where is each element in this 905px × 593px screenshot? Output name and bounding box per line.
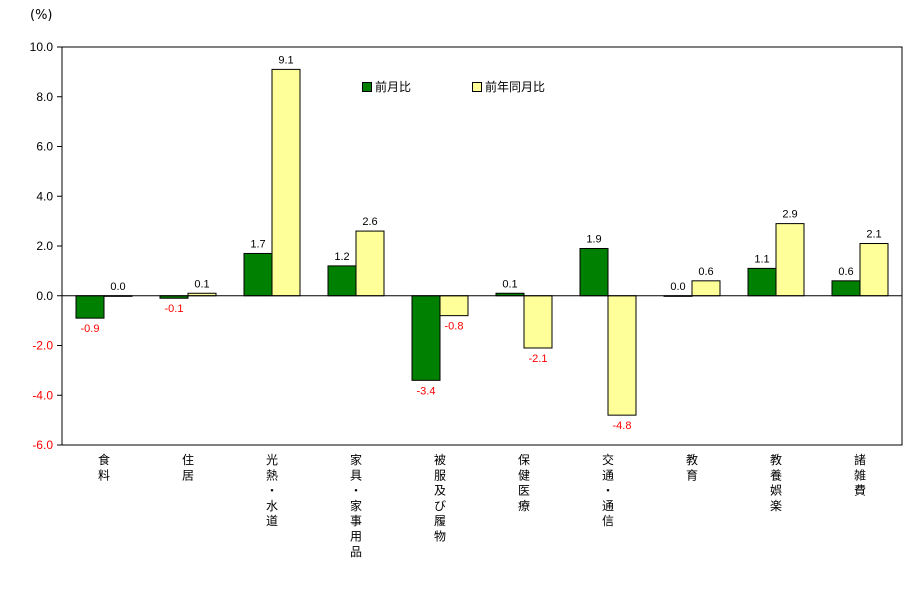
data-label-yoy: 2.1 (866, 229, 881, 241)
data-label-mom: -0.1 (165, 303, 184, 315)
bar-yoy (439, 295, 469, 317)
data-label-yoy: -2.1 (529, 353, 548, 365)
y-tick-label: -6.0 (32, 438, 53, 452)
bar-yoy (691, 280, 721, 297)
bar-mom (327, 265, 357, 297)
data-label-yoy: 2.9 (782, 209, 797, 221)
x-tick-label: 教育 (686, 452, 698, 482)
y-unit-label: (%) (30, 8, 53, 23)
legend-label-yoy: 前年同月比 (485, 80, 546, 94)
data-label-mom: 0.0 (670, 281, 685, 293)
y-tick-label: 6.0 (36, 140, 53, 154)
y-tick-label: 2.0 (36, 239, 53, 253)
bar-mom (243, 252, 273, 297)
data-label-yoy: 2.6 (362, 216, 377, 228)
legend-swatch-yoy (472, 81, 482, 92)
x-tick-label: 食料 (98, 452, 110, 482)
data-label-yoy: 0.1 (194, 278, 209, 290)
y-tick-label: 4.0 (36, 189, 53, 203)
x-tick-label: 交通・通信 (602, 452, 614, 528)
data-label-mom: 1.1 (754, 253, 769, 265)
bar-yoy (523, 295, 553, 349)
data-label-mom: 1.7 (250, 238, 265, 250)
y-tick-label: 8.0 (36, 90, 53, 104)
bar-mom (747, 267, 777, 297)
x-tick-label: 保健医療 (518, 453, 530, 513)
x-tick-label: 被服及び履物 (434, 453, 446, 544)
data-label-yoy: 9.1 (278, 54, 293, 66)
bar-yoy (859, 243, 889, 297)
x-tick-label: 住居 (182, 453, 194, 482)
data-label-mom: -0.9 (81, 323, 100, 335)
x-tick-label: 教養娯楽 (770, 452, 782, 513)
bar-yoy (271, 68, 301, 297)
bar-yoy (355, 230, 385, 297)
y-tick-label: 0.0 (36, 289, 53, 303)
bar-yoy (607, 295, 637, 416)
data-label-yoy: -0.8 (445, 321, 464, 333)
legend-swatch-mom (362, 81, 372, 92)
data-label-yoy: 0.0 (110, 281, 125, 293)
data-label-mom: 1.2 (334, 251, 349, 263)
y-tick-label: -4.0 (32, 388, 53, 402)
legend-item-mom: 前月比 (362, 78, 411, 95)
data-label-yoy: -4.8 (613, 420, 632, 432)
legend-item-yoy: 前年同月比 (472, 78, 545, 95)
data-label-yoy: 0.6 (698, 266, 713, 278)
y-tick-label: -2.0 (32, 339, 53, 353)
x-tick-label: 光熱・水道 (266, 453, 278, 528)
x-tick-label: 家具・家事用品 (350, 452, 362, 559)
data-label-mom: -3.4 (417, 385, 436, 397)
data-label-mom: 0.6 (838, 266, 853, 278)
bar-mom (75, 295, 105, 319)
legend-label-mom: 前月比 (375, 80, 412, 94)
data-label-mom: 0.1 (502, 278, 517, 290)
bar-mom (411, 295, 441, 381)
y-tick-label: 10.0 (30, 40, 54, 54)
data-label-mom: 1.9 (586, 233, 601, 245)
bar-mom (579, 247, 609, 297)
bar-yoy (775, 223, 805, 297)
x-tick-label: 諸雑費 (854, 452, 866, 498)
bar-mom (831, 280, 861, 297)
